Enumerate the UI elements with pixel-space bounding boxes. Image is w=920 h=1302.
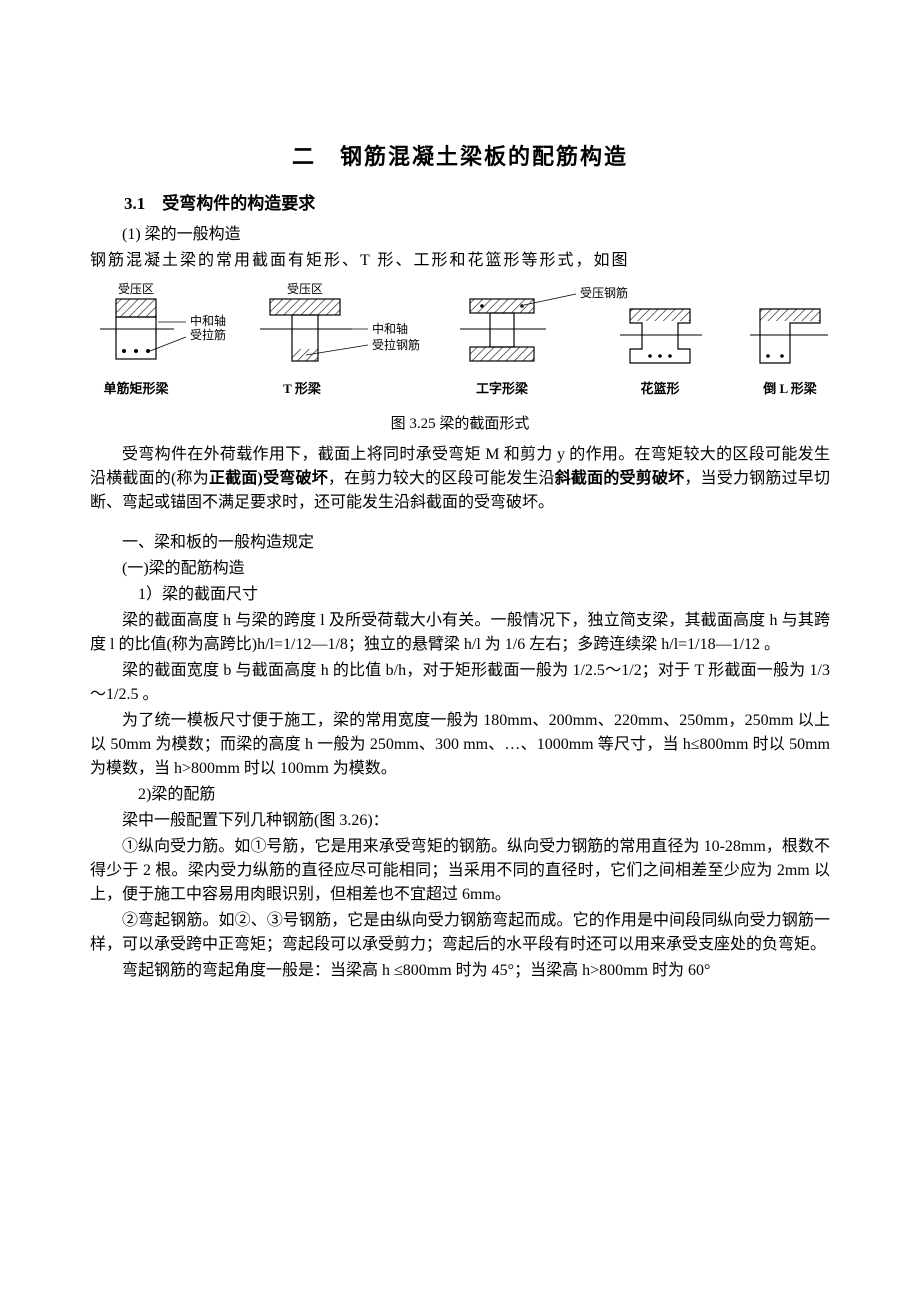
cross-section-diagram: 受压区 中和轴 受拉筋 受压区 中和轴 受拉钢筋 <box>90 279 850 409</box>
caption-basket: 花篮形 <box>640 381 679 396</box>
label-compression-zone-2: 受压区 <box>287 282 323 296</box>
paragraph-bent-bars: ②弯起钢筋。如②、③号钢筋，它是由纵向受力钢筋弯起而成。它的作用是中间段同纵向受… <box>90 909 830 957</box>
caption-rect: 单筋矩形梁 <box>103 381 169 396</box>
label-neutral-axis-2: 中和轴 <box>372 321 408 336</box>
heading-section-dimensions: 1）梁的截面尺寸 <box>90 583 830 607</box>
section-heading: 3.1 受弯构件的构造要求 <box>124 191 830 217</box>
paragraph-bar-types: 梁中一般配置下列几种钢筋(图 3.26)： <box>90 809 830 833</box>
item-1-heading: (1) 梁的一般构造 <box>122 223 830 247</box>
label-neutral-axis: 中和轴 <box>190 313 226 328</box>
p1-part-d: 斜截面的受剪破坏 <box>555 470 685 487</box>
heading-general-rules: 一、梁和板的一般构造规定 <box>90 531 830 555</box>
label-tension-steel: 受拉钢筋 <box>372 337 420 352</box>
shape-basket-beam <box>620 309 702 363</box>
shape-rect-beam: 受压区 中和轴 受拉筋 <box>100 282 226 359</box>
caption-t: T 形梁 <box>283 381 322 396</box>
label-tension-bar: 受拉筋 <box>190 327 226 342</box>
paragraph-bent-angle: 弯起钢筋的弯起角度一般是：当梁高 h ≤800mm 时为 45°；当梁高 h>8… <box>90 959 830 983</box>
chapter-title: 二 钢筋混凝土梁板的配筋构造 <box>90 140 830 173</box>
heading-beam-reinforcement: (一)梁的配筋构造 <box>90 557 830 581</box>
shape-i-beam: 受压钢筋 <box>460 285 628 361</box>
figure-3-25: 受压区 中和轴 受拉筋 受压区 中和轴 受拉钢筋 <box>90 279 830 436</box>
shape-inverted-l-beam <box>750 309 828 363</box>
label-compression-steel: 受压钢筋 <box>580 285 628 300</box>
paragraph-module-sizes: 为了统一模板尺寸便于施工，梁的常用宽度一般为 180mm、200mm、220mm… <box>90 709 830 781</box>
figure-caption: 图 3.25 梁的截面形式 <box>90 413 830 436</box>
paragraph-span-ratio: 梁的截面高度 h 与梁的跨度 l 及所受荷载大小有关。一般情况下，独立简支梁，其… <box>90 609 830 657</box>
label-compression-zone: 受压区 <box>118 282 154 296</box>
caption-invl: 倒 L 形梁 <box>762 381 817 396</box>
heading-beam-bars: 2)梁的配筋 <box>90 783 830 807</box>
intro-paragraph: 钢筋混凝土梁的常用截面有矩形、T 形、工形和花篮形等形式，如图 <box>90 249 830 273</box>
paragraph-longitudinal-bars: ①纵向受力筋。如①号筋，它是用来承受弯矩的钢筋。纵向受力钢筋的常用直径为 10-… <box>90 835 830 907</box>
p1-part-b: 正截面)受弯破坏 <box>209 470 328 487</box>
paragraph-width-ratio: 梁的截面宽度 b 与截面高度 h 的比值 b/h，对于矩形截面一般为 1/2.5… <box>90 659 830 707</box>
p1-part-c: ，在剪力较大的区段可能发生沿 <box>328 470 555 487</box>
caption-i: 工字形梁 <box>476 381 529 396</box>
shape-t-beam: 受压区 中和轴 受拉钢筋 <box>260 282 420 361</box>
paragraph-failure-modes: 受弯构件在外荷载作用下，截面上将同时承受弯矩 M 和剪力 y 的作用。在弯矩较大… <box>90 443 830 515</box>
